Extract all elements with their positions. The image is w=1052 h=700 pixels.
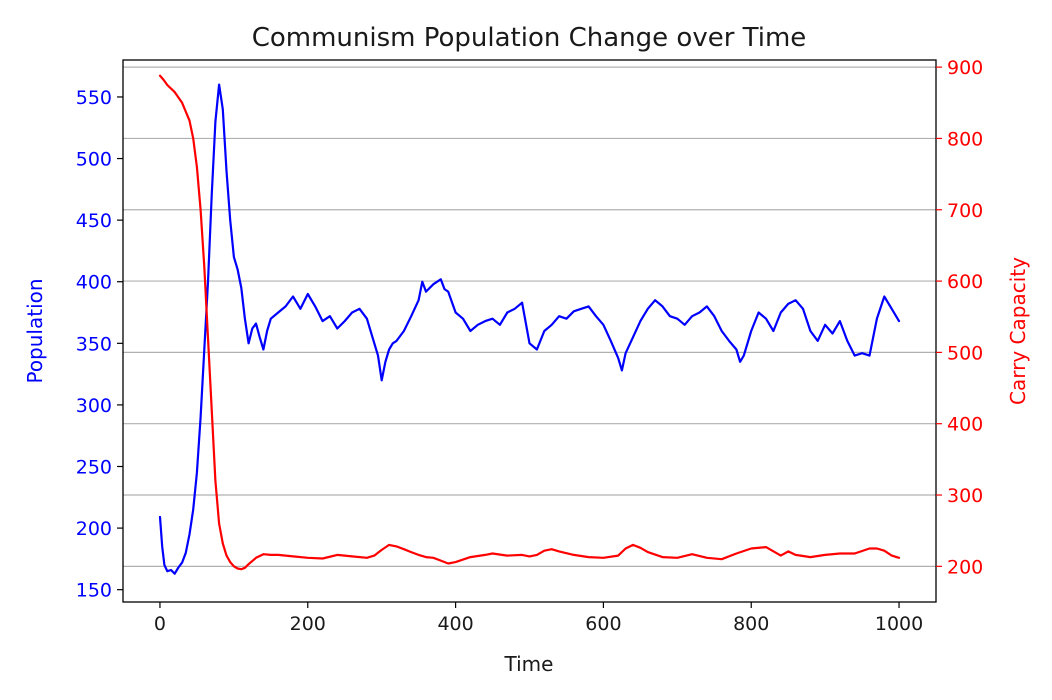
y-right-tick-label: 800	[947, 128, 983, 150]
y-left-tick-label: 450	[76, 210, 112, 232]
chart-title: Communism Population Change over Time	[252, 23, 807, 53]
y-left-tick-label: 200	[76, 518, 112, 540]
y-left-tick-label: 250	[76, 457, 112, 479]
carry-capacity-line	[158, 74, 901, 571]
y-left-tick-label: 350	[76, 333, 112, 355]
y-left-tick-label: 150	[76, 580, 112, 602]
y-right-tick-label: 200	[947, 556, 983, 578]
plot-frame	[122, 59, 937, 603]
y-left-tick-label: 550	[76, 87, 112, 109]
population-line	[158, 83, 901, 575]
y-left-tick-label: 500	[76, 149, 112, 171]
y-axis-left-label: Population	[23, 278, 47, 383]
x-tick-label: 200	[290, 613, 326, 635]
y-right-tick-label: 900	[947, 57, 983, 79]
y-left-tick-label: 300	[76, 395, 112, 417]
y-axis-right-label: Carry Capacity	[1006, 257, 1030, 405]
y-right-tick-label: 600	[947, 271, 983, 293]
y-right-tick-label: 300	[947, 485, 983, 507]
grid-lines	[123, 66, 936, 567]
axis-ticks: 0 200 400 600 800 1000 150 200 250 300 350 400 450 50…	[76, 57, 984, 635]
x-tick-label: 600	[585, 613, 621, 635]
y-right-tick-label: 500	[947, 342, 983, 364]
x-axis-label: Time	[504, 652, 554, 676]
x-tick-label: 1000	[875, 613, 923, 635]
y-left-tick-label: 400	[76, 272, 112, 294]
y-right-tick-label: 700	[947, 200, 983, 222]
x-tick-label: 400	[437, 613, 473, 635]
series-lines	[158, 74, 901, 575]
x-tick-label: 800	[733, 613, 769, 635]
y-right-tick-label: 400	[947, 414, 983, 436]
x-tick-label: 0	[154, 613, 166, 635]
